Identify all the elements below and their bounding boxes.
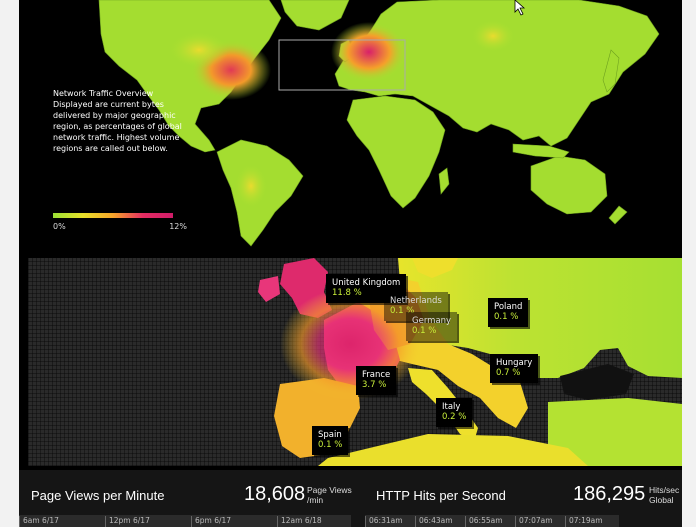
africa-shape [346, 95, 446, 209]
europe-detail-map: United Kingdom 11.8 % Netherlands 0.1 % … [28, 258, 682, 466]
japan-shape [602, 49, 620, 93]
time-tick: 12pm 6/17 [105, 516, 150, 527]
indonesia-shape [512, 143, 570, 159]
australia-shape [530, 155, 608, 215]
ireland-shape [258, 276, 280, 302]
overview-title: Network Traffic Overview [53, 89, 154, 98]
callout-name: United Kingdom [332, 278, 401, 288]
http-hits-unit: Hits/sec Global [649, 485, 679, 505]
time-tick: 6pm 6/17 [191, 516, 231, 527]
overview-text: Network Traffic Overview Displayed are c… [53, 88, 203, 154]
page-views-title: Page Views per Minute [31, 488, 165, 503]
new-zealand-shape [608, 205, 628, 225]
scandinavia-shape [412, 258, 458, 278]
callout-name: Poland [494, 302, 523, 312]
overview-line: network traffic. Highest volume [53, 133, 180, 142]
stats-strip: Page Views per Minute 18,608 Page Views … [19, 470, 682, 527]
callout-value: 0.1 % [494, 312, 519, 322]
right-margin [682, 0, 696, 527]
canada-heat [169, 32, 229, 68]
madagascar-shape [438, 167, 450, 195]
europe-heat [331, 22, 407, 82]
time-tick: 06:31am [365, 516, 403, 527]
time-tick: 12am 6/18 [277, 516, 322, 527]
callout-name: Germany [412, 316, 452, 326]
callout-hungary[interactable]: Hungary 0.7 % [490, 354, 539, 383]
overview-line: delivered by major geographic [53, 111, 176, 120]
callout-poland[interactable]: Poland 0.1 % [488, 298, 529, 327]
overview-line: region, as percentages of global [53, 122, 182, 131]
page-views-value: 18,608 [244, 483, 306, 505]
overview-line: regions are called out below. [53, 144, 168, 153]
callout-name: France [362, 370, 391, 380]
callout-value: 0.1 % [412, 326, 437, 336]
color-legend: 0% 12% [53, 213, 187, 232]
eastern-europe-shape [398, 258, 682, 378]
page-views-unit-line2: /min [307, 495, 324, 505]
callout-value: 0.2 % [442, 412, 467, 422]
http-hits-title: HTTP Hits per Second [376, 488, 506, 503]
callout-value: 3.7 % [362, 380, 387, 390]
brazil-heat [235, 164, 267, 208]
page-views-unit-line1: Page Views [307, 485, 352, 495]
callout-netherlands[interactable]: Netherlands 0.1 % [384, 292, 448, 321]
http-hits-unit-line2: Global [649, 495, 674, 505]
callout-name: Spain [318, 430, 342, 440]
callout-value: 0.1 % [318, 440, 343, 450]
callout-united-kingdom[interactable]: United Kingdom 11.8 % [326, 274, 407, 303]
time-tick: 06:43am [415, 516, 453, 527]
callout-value: 0.7 % [496, 368, 521, 378]
http-hits-time-axis: 06:31am 06:43am 06:55am 07:07am 07:19am [365, 515, 619, 527]
left-margin [0, 0, 19, 527]
time-tick: 07:07am [515, 516, 553, 527]
legend-gradient-bar [53, 213, 173, 218]
http-hits-unit-line1: Hits/sec [649, 485, 680, 495]
callout-value: 11.8 % [332, 288, 362, 298]
world-map-graphic [98, 0, 660, 247]
russia-heat [471, 20, 515, 52]
http-hits-value: 186,295 [573, 483, 646, 505]
mouse-cursor-icon [514, 0, 526, 16]
turkey-shape [548, 398, 682, 466]
time-tick: 6am 6/17 [19, 516, 59, 527]
callout-germany[interactable]: Germany 0.1 % [406, 312, 458, 341]
page-views-time-axis: 6am 6/17 12pm 6/17 6pm 6/17 12am 6/18 [19, 515, 351, 527]
greenland-shape [280, 0, 350, 31]
callout-name: Netherlands [390, 296, 442, 306]
legend-max-label: 12% [169, 222, 187, 231]
world-traffic-map: Network Traffic Overview Displayed are c… [19, 0, 682, 258]
callout-name: Hungary [496, 358, 533, 368]
legend-min-label: 0% [53, 222, 66, 231]
time-tick: 06:55am [465, 516, 503, 527]
callout-value: 0.1 % [390, 306, 415, 316]
callout-spain[interactable]: Spain 0.1 % [312, 426, 349, 455]
zoom-region-box [278, 39, 406, 91]
callout-name: Italy [442, 402, 461, 412]
callout-italy[interactable]: Italy 0.2 % [436, 398, 473, 427]
north-africa-shape [318, 434, 588, 466]
eurasia-shape [334, 0, 660, 147]
time-tick: 07:19am [565, 516, 603, 527]
black-sea-shape [560, 364, 634, 400]
callout-france[interactable]: France 3.7 % [356, 366, 397, 395]
page-views-unit: Page Views /min [307, 485, 352, 505]
overview-line: Displayed are current bytes [53, 100, 164, 109]
